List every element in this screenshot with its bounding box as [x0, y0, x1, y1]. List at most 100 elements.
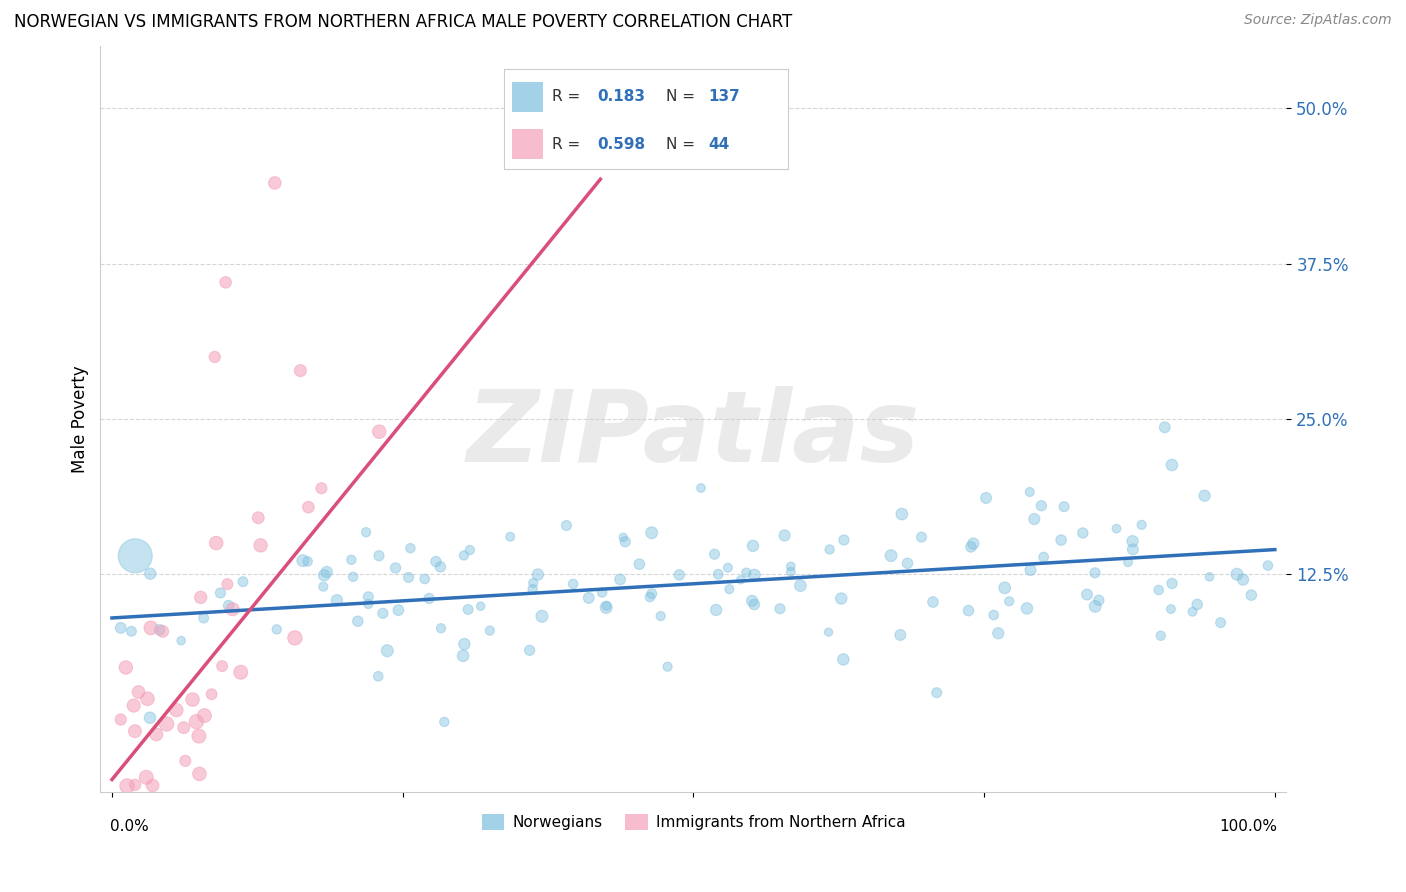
Point — [453, 637, 475, 651]
Point — [1076, 587, 1098, 601]
Point — [1257, 558, 1279, 573]
Point — [217, 577, 239, 591]
Point — [562, 577, 585, 591]
Point — [530, 609, 553, 624]
Point — [896, 556, 918, 570]
Point — [263, 176, 285, 190]
Point — [342, 570, 364, 584]
Point — [368, 549, 391, 563]
Point — [744, 598, 766, 612]
Point — [889, 628, 911, 642]
Point — [209, 586, 232, 600]
Point — [357, 597, 380, 611]
Point — [190, 591, 212, 605]
Point — [470, 599, 492, 614]
Point — [578, 591, 600, 605]
Point — [998, 594, 1021, 608]
Point — [218, 599, 240, 613]
Point — [1088, 593, 1111, 607]
Point — [187, 729, 209, 743]
Point — [103, 797, 125, 811]
Point — [120, 624, 142, 639]
Point — [499, 530, 522, 544]
Point — [1053, 500, 1076, 514]
Point — [453, 549, 475, 563]
Point — [779, 565, 801, 579]
Point — [890, 507, 912, 521]
Point — [1122, 534, 1144, 549]
Point — [429, 560, 451, 574]
Point — [527, 567, 550, 582]
Point — [221, 602, 243, 616]
Point — [155, 717, 177, 731]
Point — [1018, 485, 1040, 500]
Point — [346, 614, 368, 628]
Legend: Norwegians, Immigrants from Northern Africa: Norwegians, Immigrants from Northern Afr… — [475, 808, 911, 837]
Point — [641, 587, 664, 601]
Text: 100.0%: 100.0% — [1219, 820, 1277, 834]
Point — [1194, 489, 1216, 503]
Point — [170, 633, 193, 648]
Point — [1161, 458, 1184, 472]
Point — [152, 624, 174, 639]
Point — [1198, 570, 1220, 584]
Point — [103, 796, 125, 810]
Point — [128, 685, 150, 699]
Point — [200, 687, 222, 701]
Point — [1032, 549, 1054, 564]
Point — [205, 536, 228, 550]
Point — [1232, 573, 1254, 587]
Point — [136, 691, 159, 706]
Point — [135, 770, 157, 784]
Point — [1240, 588, 1263, 602]
Point — [614, 534, 637, 549]
Point — [297, 554, 319, 568]
Text: 0.0%: 0.0% — [110, 820, 149, 834]
Point — [139, 566, 162, 581]
Point — [830, 591, 852, 606]
Point — [211, 659, 233, 673]
Point — [910, 530, 932, 544]
Point — [922, 595, 945, 609]
Point — [1226, 567, 1249, 582]
Point — [925, 686, 948, 700]
Point — [111, 822, 134, 837]
Point — [204, 350, 226, 364]
Point — [368, 425, 391, 439]
Point — [181, 692, 204, 706]
Point — [186, 714, 208, 729]
Point — [1015, 601, 1038, 615]
Point — [425, 555, 447, 569]
Point — [522, 582, 544, 596]
Point — [1161, 576, 1184, 591]
Point — [266, 623, 288, 637]
Point — [297, 500, 319, 515]
Point — [384, 561, 406, 575]
Point — [744, 568, 766, 582]
Point — [704, 603, 727, 617]
Point — [1024, 512, 1046, 526]
Point — [591, 585, 613, 599]
Point — [340, 553, 363, 567]
Point — [326, 593, 349, 607]
Point — [122, 698, 145, 713]
Point — [1147, 582, 1170, 597]
Point — [640, 525, 662, 540]
Point — [983, 607, 1005, 622]
Point — [139, 621, 162, 635]
Point — [357, 590, 380, 604]
Point — [880, 549, 903, 563]
Point — [1084, 566, 1107, 580]
Point — [139, 711, 162, 725]
Point — [115, 660, 138, 674]
Point — [110, 713, 132, 727]
Point — [987, 626, 1010, 640]
Point — [165, 703, 187, 717]
Point — [595, 599, 617, 613]
Point — [124, 724, 146, 739]
Point — [284, 631, 307, 645]
Point — [522, 576, 544, 591]
Point — [125, 795, 148, 809]
Point — [249, 538, 271, 552]
Point — [387, 603, 409, 617]
